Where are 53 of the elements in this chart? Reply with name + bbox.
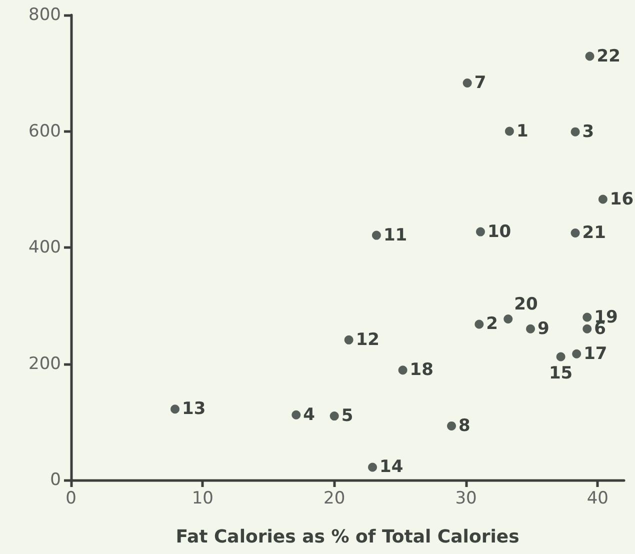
annotation: 7 <box>474 73 486 94</box>
point <box>170 404 180 414</box>
annotation: 17 <box>584 344 608 364</box>
point <box>476 227 485 236</box>
y-tick-label: 200 <box>28 354 61 374</box>
annotation: 2 <box>486 314 498 334</box>
y-tick-label: 600 <box>28 121 61 142</box>
point <box>570 228 580 238</box>
annotation: 8 <box>458 416 470 436</box>
annotation: 14 <box>380 457 404 478</box>
point <box>570 127 580 136</box>
x-tick-label: 0 <box>66 488 76 508</box>
annotation: 16 <box>610 189 634 210</box>
point <box>398 366 408 375</box>
x-tick-label: 40 <box>586 488 608 508</box>
point <box>372 230 381 240</box>
point <box>504 126 514 136</box>
annotation: 5 <box>341 406 354 426</box>
annotation: 13 <box>182 399 206 420</box>
point <box>526 324 536 334</box>
annotation: 1 <box>516 121 528 142</box>
x-axis-title: Fat Calories as % of Total Calories <box>176 526 520 548</box>
x-tick-label: 30 <box>455 488 477 508</box>
point <box>368 462 378 472</box>
point <box>330 412 339 421</box>
x-tick-label: 10 <box>192 488 214 508</box>
annotation: 9 <box>538 318 550 339</box>
annotation: 10 <box>487 222 512 242</box>
point <box>598 194 608 204</box>
annotation: 18 <box>410 360 434 380</box>
point <box>585 52 594 61</box>
annotation: 20 <box>514 294 538 314</box>
annotation: 15 <box>548 363 573 384</box>
point <box>582 312 592 322</box>
y-tick-label: 400 <box>28 238 61 258</box>
point <box>462 78 472 88</box>
annotation: 21 <box>582 222 606 243</box>
annotation: 4 <box>303 404 316 425</box>
annotation: 12 <box>356 330 380 350</box>
point <box>572 349 582 358</box>
y-tick-label: 0 <box>50 470 61 490</box>
point <box>504 314 513 324</box>
point <box>474 320 484 329</box>
point <box>292 410 301 420</box>
point <box>447 421 456 430</box>
point <box>556 352 566 362</box>
annotation: 22 <box>596 46 620 66</box>
y-tick-label: 800 <box>28 5 61 25</box>
annotation: 3 <box>582 122 594 142</box>
point <box>344 335 354 344</box>
point <box>582 324 592 334</box>
x-tick-label: 20 <box>324 488 346 508</box>
annotation: 11 <box>383 225 408 246</box>
